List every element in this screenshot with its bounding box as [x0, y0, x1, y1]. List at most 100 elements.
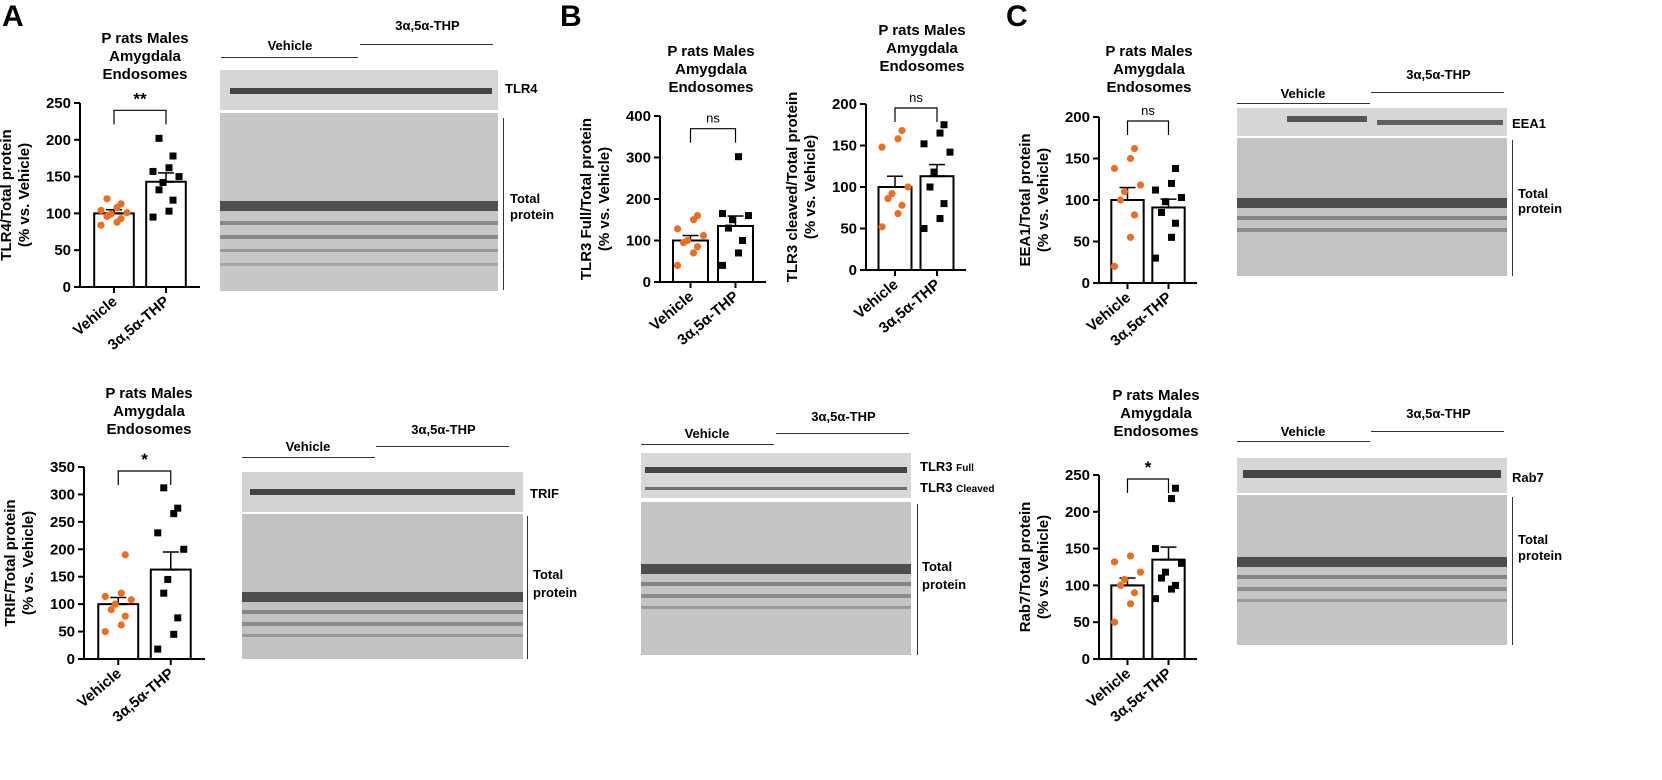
- blot-group-label: 3α,5α-THP: [1406, 406, 1471, 421]
- data-point: [898, 201, 906, 209]
- data-point: [1152, 254, 1159, 262]
- data-point: [1136, 181, 1145, 189]
- data-point: [1172, 219, 1179, 227]
- bar: [149, 568, 192, 660]
- bar-chart-trif: 0 50 100 150 200 250 300 350 TRIF/Total protein(…: [2, 450, 205, 726]
- y-tick-label: 200: [50, 541, 75, 558]
- data-point: [1126, 233, 1135, 241]
- blot-trif-total-protein: [242, 514, 523, 659]
- y-tick-label: 50: [1073, 234, 1090, 251]
- blot-bracket-line: [503, 118, 504, 290]
- data-point: [160, 589, 168, 597]
- data-point: [155, 134, 163, 142]
- y-tick-label: 100: [832, 179, 857, 196]
- blot-group-label: 3α,5α-THP: [811, 409, 876, 424]
- y-axis-label: TRIF/Total protein: [2, 499, 19, 626]
- title-line: Amygdala: [109, 48, 181, 65]
- y-tick-label: 50: [1073, 614, 1090, 631]
- y-tick-label: 350: [50, 459, 75, 476]
- bar: [1110, 199, 1145, 284]
- data-point: [1162, 568, 1169, 576]
- chart-title-tlr4: P rats Males Amygdala Endosomes: [70, 30, 220, 84]
- data-point: [1120, 188, 1129, 196]
- y-tick-label: 100: [1065, 577, 1090, 594]
- data-point: [1178, 559, 1185, 567]
- data-point: [719, 261, 726, 269]
- data-point: [689, 249, 698, 257]
- total-label-line: Total: [510, 191, 541, 206]
- y-axis-label: (% vs. Vehicle): [1035, 515, 1052, 619]
- data-point: [117, 621, 125, 629]
- data-point: [1168, 233, 1175, 241]
- blot-total-label: Total protein: [533, 566, 577, 602]
- data-point: [930, 168, 938, 176]
- data-point: [693, 243, 702, 251]
- data-point: [170, 510, 178, 518]
- chart-title-trif: P rats Males Amygdala Endosomes: [74, 385, 224, 439]
- blot-band-label: TLR4: [505, 81, 538, 96]
- blot-total-label: Total protein: [1518, 532, 1562, 564]
- data-point: [894, 135, 902, 143]
- blot-group-line: [1237, 441, 1370, 442]
- data-point: [121, 551, 129, 559]
- data-point: [123, 209, 131, 217]
- data-point: [101, 627, 109, 636]
- data-point: [1136, 568, 1145, 576]
- data-point: [155, 186, 163, 194]
- blot-group-label: Vehicle: [285, 439, 331, 454]
- blot-band-label-cleaved: TLR3 Cleaved: [920, 480, 994, 495]
- y-axis-label: Rab7/Total protein: [1017, 502, 1034, 633]
- bar: [919, 175, 955, 271]
- total-label-line: Total: [922, 559, 953, 574]
- data-point: [1162, 198, 1169, 206]
- y-tick-label: 200: [832, 96, 857, 113]
- data-point: [1158, 574, 1165, 582]
- chart-title-tlr3-full: P rats Males Amygdala Endosomes: [636, 43, 786, 97]
- data-point: [1110, 262, 1119, 270]
- data-point: [940, 121, 948, 129]
- band-label: TLR3: [920, 459, 953, 474]
- title-line: P rats Males: [878, 22, 966, 39]
- bar: [1151, 206, 1186, 284]
- x-tick-label: Vehicle: [74, 665, 125, 711]
- y-tick-label: 200: [1065, 504, 1090, 521]
- significance-label: ns: [706, 111, 720, 126]
- blot-group-line: [641, 444, 774, 445]
- data-point: [180, 545, 188, 553]
- data-point: [159, 178, 167, 186]
- blot-tlr3-total-protein: [641, 502, 911, 655]
- title-line: Endosomes: [1113, 423, 1199, 440]
- data-point: [735, 153, 742, 161]
- y-tick-label: 0: [67, 651, 75, 668]
- blot-bracket-line: [1512, 140, 1513, 276]
- y-tick-label: 200: [46, 132, 71, 149]
- total-label-line: protein: [1518, 201, 1563, 216]
- blot-group-label: 3α,5α-THP: [411, 422, 476, 437]
- title-line: P rats Males: [1105, 43, 1193, 60]
- data-point: [1178, 194, 1185, 202]
- data-point: [117, 214, 125, 223]
- data-point: [1116, 196, 1125, 204]
- y-axis-label: EEA1/Total protein: [1017, 133, 1034, 266]
- total-label-line: Total: [533, 567, 564, 582]
- title-line: Endosomes: [879, 58, 965, 75]
- y-axis-label: (% vs. Vehicle): [1035, 148, 1052, 252]
- blot-group-label: 3α,5α-THP: [1406, 67, 1471, 82]
- data-point: [154, 529, 162, 537]
- total-label-line: protein: [922, 577, 967, 592]
- total-label-line: protein: [1518, 548, 1563, 563]
- y-tick-label: 400: [626, 108, 651, 125]
- total-label-line: Total: [1518, 186, 1549, 201]
- chart-title-tlr3-cleaved: P rats Males Amygdala Endosomes: [847, 22, 997, 76]
- y-tick-label: 250: [50, 514, 75, 531]
- data-point: [107, 210, 115, 218]
- data-point: [735, 249, 742, 257]
- y-axis-label: TLR4/Total protein: [0, 129, 15, 260]
- y-tick-label: 150: [50, 569, 75, 586]
- data-point: [936, 129, 944, 137]
- y-tick-label: 0: [1082, 275, 1090, 292]
- blot-group-line: [1237, 103, 1370, 104]
- data-point: [174, 614, 182, 622]
- y-axis-label: TLR3 Full/Total protein: [578, 118, 595, 280]
- blot-group-label: Vehicle: [1280, 86, 1326, 101]
